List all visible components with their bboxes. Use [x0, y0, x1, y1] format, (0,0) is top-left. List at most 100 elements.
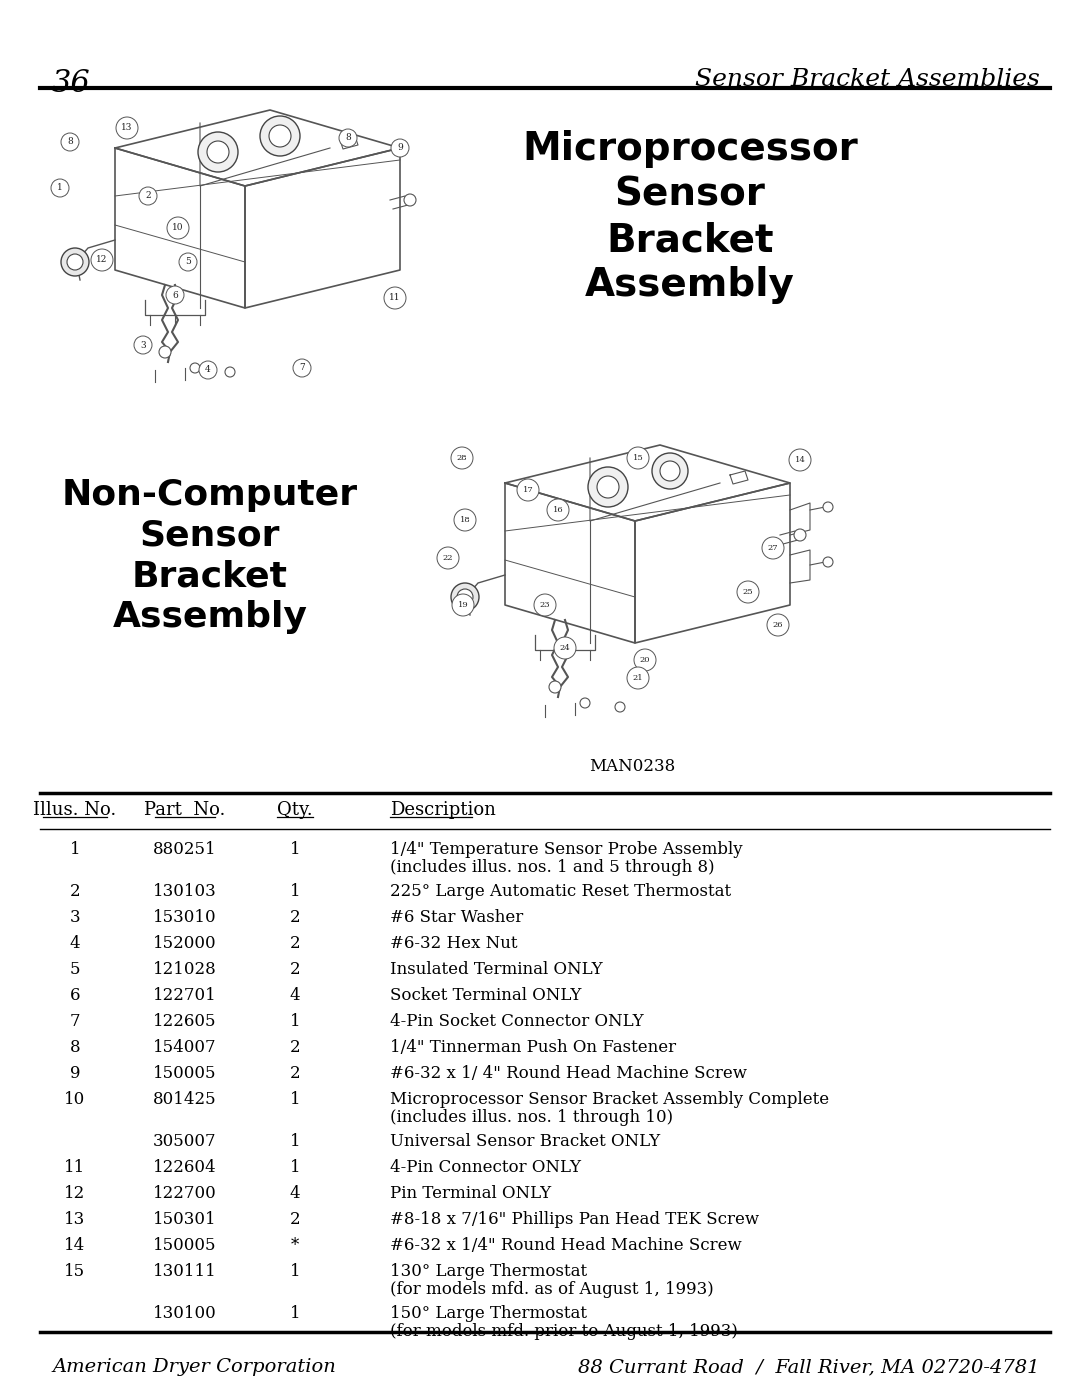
Text: 14: 14 [795, 455, 806, 464]
Text: 11: 11 [389, 293, 401, 303]
Text: 1: 1 [289, 1013, 300, 1030]
Circle shape [534, 594, 556, 616]
Text: MAN0238: MAN0238 [589, 759, 675, 775]
Text: *: * [291, 1236, 299, 1255]
Text: #6-32 Hex Nut: #6-32 Hex Nut [390, 935, 517, 951]
Circle shape [823, 502, 833, 511]
Text: 801425: 801425 [153, 1091, 217, 1108]
Text: 4-Pin Socket Connector ONLY: 4-Pin Socket Connector ONLY [390, 1013, 644, 1030]
Text: 17: 17 [523, 486, 534, 495]
Text: Sensor Bracket Assemblies: Sensor Bracket Assemblies [696, 68, 1040, 91]
Text: 1: 1 [289, 1305, 300, 1322]
Circle shape [789, 448, 811, 471]
Text: 7: 7 [299, 363, 305, 373]
Circle shape [627, 447, 649, 469]
Text: 20: 20 [639, 657, 650, 664]
Text: 2: 2 [289, 909, 300, 926]
Text: (includes illus. nos. 1 through 10): (includes illus. nos. 1 through 10) [390, 1109, 673, 1126]
Text: 27: 27 [768, 543, 779, 552]
Circle shape [179, 253, 197, 271]
Circle shape [269, 124, 291, 147]
Text: 1: 1 [289, 1263, 300, 1280]
Circle shape [167, 217, 189, 239]
Circle shape [166, 286, 184, 305]
Text: 12: 12 [96, 256, 108, 264]
Text: 26: 26 [773, 622, 783, 629]
Circle shape [597, 476, 619, 497]
Text: 8: 8 [70, 1039, 80, 1056]
Text: 150301: 150301 [153, 1211, 217, 1228]
Text: #6 Star Washer: #6 Star Washer [390, 909, 523, 926]
Text: 22: 22 [443, 555, 454, 562]
Text: 150° Large Thermostat: 150° Large Thermostat [390, 1305, 588, 1322]
Text: 154007: 154007 [153, 1039, 217, 1056]
Circle shape [391, 138, 409, 156]
Text: 4: 4 [289, 1185, 300, 1201]
Circle shape [51, 179, 69, 197]
Text: 2: 2 [70, 883, 80, 900]
Text: Qty.: Qty. [278, 800, 313, 819]
Circle shape [588, 467, 627, 507]
Text: 1: 1 [289, 1160, 300, 1176]
Text: 36: 36 [52, 68, 91, 99]
Text: Illus. No.: Illus. No. [33, 800, 117, 819]
Circle shape [404, 194, 416, 205]
Circle shape [339, 129, 357, 147]
Circle shape [198, 131, 238, 172]
Text: 2: 2 [145, 191, 151, 201]
Circle shape [457, 590, 473, 605]
Text: 7: 7 [70, 1013, 80, 1030]
Circle shape [451, 583, 480, 610]
Text: Non-Computer
Sensor
Bracket
Assembly: Non-Computer Sensor Bracket Assembly [62, 478, 359, 634]
Text: 152000: 152000 [153, 935, 217, 951]
Text: 130100: 130100 [153, 1305, 217, 1322]
Text: 130103: 130103 [153, 883, 217, 900]
Text: 9: 9 [70, 1065, 80, 1083]
Circle shape [652, 453, 688, 489]
Text: 6: 6 [172, 291, 178, 299]
Circle shape [580, 698, 590, 708]
Circle shape [139, 187, 157, 205]
Text: 2: 2 [289, 961, 300, 978]
Text: #6-32 x 1/4" Round Head Machine Screw: #6-32 x 1/4" Round Head Machine Screw [390, 1236, 742, 1255]
Circle shape [159, 346, 171, 358]
Circle shape [762, 536, 784, 559]
Text: (includes illus. nos. 1 and 5 through 8): (includes illus. nos. 1 and 5 through 8) [390, 859, 715, 876]
Text: 11: 11 [65, 1160, 85, 1176]
Text: 305007: 305007 [153, 1133, 217, 1150]
Circle shape [823, 557, 833, 567]
Text: 15: 15 [65, 1263, 85, 1280]
Circle shape [454, 509, 476, 531]
Text: 4-Pin Connector ONLY: 4-Pin Connector ONLY [390, 1160, 581, 1176]
Text: 1: 1 [289, 1133, 300, 1150]
Text: 225° Large Automatic Reset Thermostat: 225° Large Automatic Reset Thermostat [390, 883, 731, 900]
Circle shape [627, 666, 649, 689]
Text: 16: 16 [553, 506, 564, 514]
Circle shape [207, 141, 229, 163]
Text: 19: 19 [458, 601, 469, 609]
Text: 150005: 150005 [153, 1065, 217, 1083]
Text: 1: 1 [70, 841, 80, 858]
Text: 1: 1 [289, 1091, 300, 1108]
Text: #6-32 x 1/ 4" Round Head Machine Screw: #6-32 x 1/ 4" Round Head Machine Screw [390, 1065, 747, 1083]
Text: Microprocessor Sensor Bracket Assembly Complete: Microprocessor Sensor Bracket Assembly C… [390, 1091, 829, 1108]
Text: #8-18 x 7/16" Phillips Pan Head TEK Screw: #8-18 x 7/16" Phillips Pan Head TEK Scre… [390, 1211, 759, 1228]
Circle shape [116, 117, 138, 138]
Text: 153010: 153010 [153, 909, 217, 926]
Circle shape [437, 548, 459, 569]
Text: 122605: 122605 [153, 1013, 217, 1030]
Text: Description: Description [390, 800, 496, 819]
Text: 23: 23 [540, 601, 551, 609]
Text: 8: 8 [67, 137, 72, 147]
Text: 21: 21 [633, 673, 644, 682]
Text: 880251: 880251 [153, 841, 217, 858]
Text: 2: 2 [289, 1065, 300, 1083]
Text: 1: 1 [289, 841, 300, 858]
Circle shape [91, 249, 113, 271]
Text: 2: 2 [289, 935, 300, 951]
Text: Socket Terminal ONLY: Socket Terminal ONLY [390, 988, 581, 1004]
Text: 14: 14 [65, 1236, 85, 1255]
Text: Insulated Terminal ONLY: Insulated Terminal ONLY [390, 961, 603, 978]
Circle shape [190, 363, 200, 373]
Circle shape [660, 461, 680, 481]
